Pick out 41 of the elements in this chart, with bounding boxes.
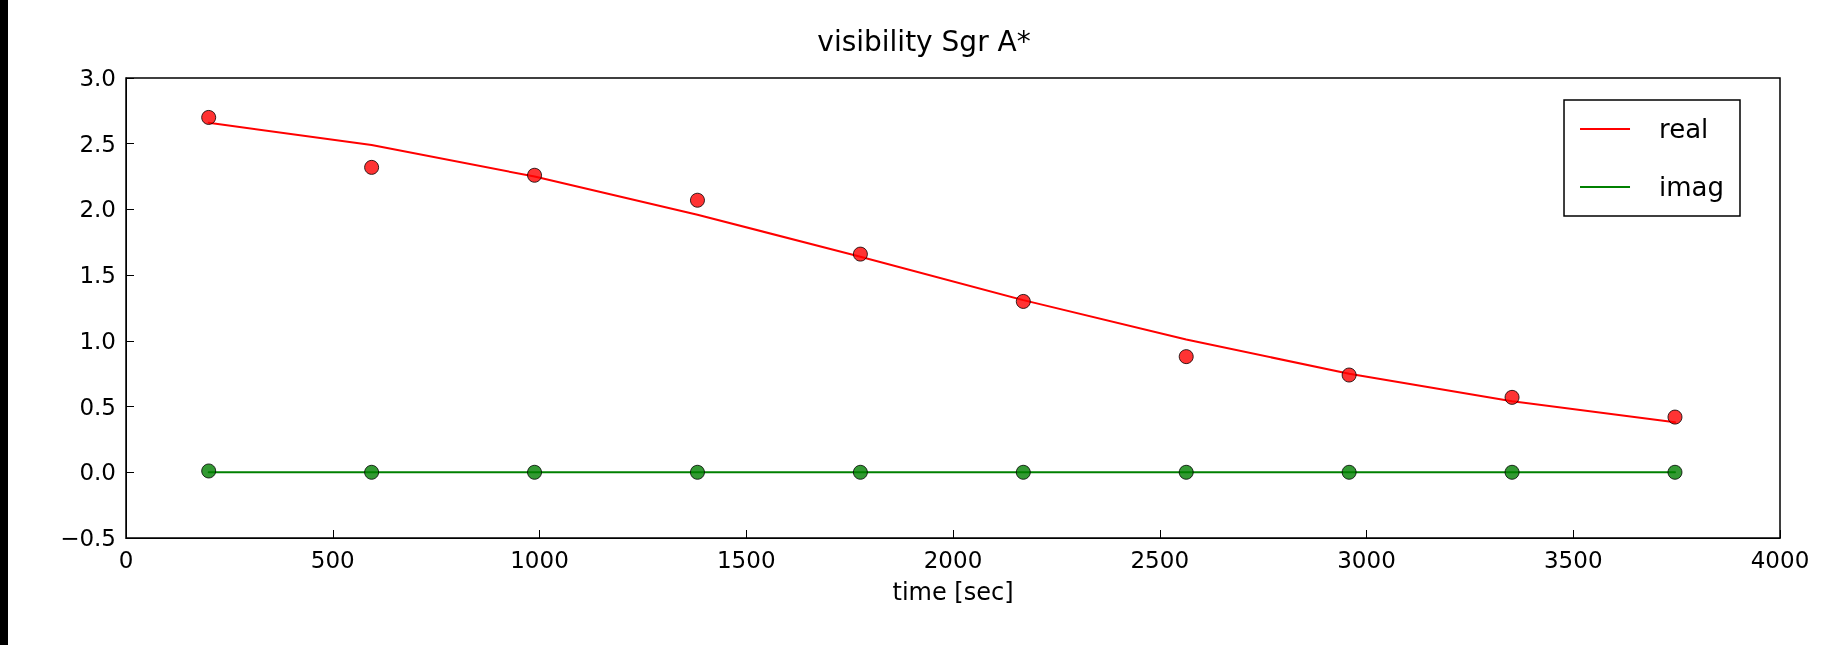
legend-label: real — [1659, 114, 1709, 144]
y-tick-label: 0.5 — [79, 393, 116, 420]
x-tick-label: 500 — [310, 546, 355, 573]
y-tick-label: 2.5 — [79, 130, 116, 157]
point — [364, 159, 380, 175]
x-tick-label: 2500 — [1130, 546, 1190, 573]
point — [1504, 389, 1520, 405]
point — [689, 192, 705, 208]
x-tick-label: 3500 — [1543, 546, 1603, 573]
legend-label: imag — [1659, 172, 1725, 202]
point — [852, 246, 868, 262]
point — [201, 109, 217, 125]
point — [527, 464, 543, 480]
point — [201, 463, 217, 479]
y-tick-label: 1.0 — [79, 327, 116, 354]
point — [1178, 349, 1194, 365]
point — [852, 464, 868, 480]
point — [1341, 464, 1357, 480]
x-axis-title: time [sec] — [892, 578, 1014, 606]
chart-title: visibility Sgr A* — [817, 24, 1031, 58]
point — [1667, 409, 1683, 425]
x-tick-label: 1000 — [510, 546, 569, 573]
y-tick-label: 1.5 — [79, 262, 116, 289]
point — [1015, 293, 1031, 309]
x-tick-label: 3000 — [1337, 546, 1396, 573]
point — [527, 167, 543, 183]
y-tick-label: 3.0 — [79, 65, 116, 91]
y-tick-label: 0.0 — [79, 459, 116, 486]
point — [1178, 464, 1194, 480]
point — [1504, 464, 1520, 480]
y-tick-label: 2.0 — [79, 196, 116, 223]
point — [689, 464, 705, 480]
point — [1015, 464, 1031, 480]
point — [364, 464, 380, 480]
point — [1341, 367, 1357, 383]
point — [1667, 464, 1683, 480]
y-tick-label: −0.5 — [60, 525, 116, 551]
x-tick-label: 0 — [118, 546, 134, 573]
x-tick-label: 1500 — [716, 546, 776, 573]
x-tick-label: 4000 — [1750, 546, 1810, 573]
x-tick-label: 2000 — [923, 546, 983, 573]
